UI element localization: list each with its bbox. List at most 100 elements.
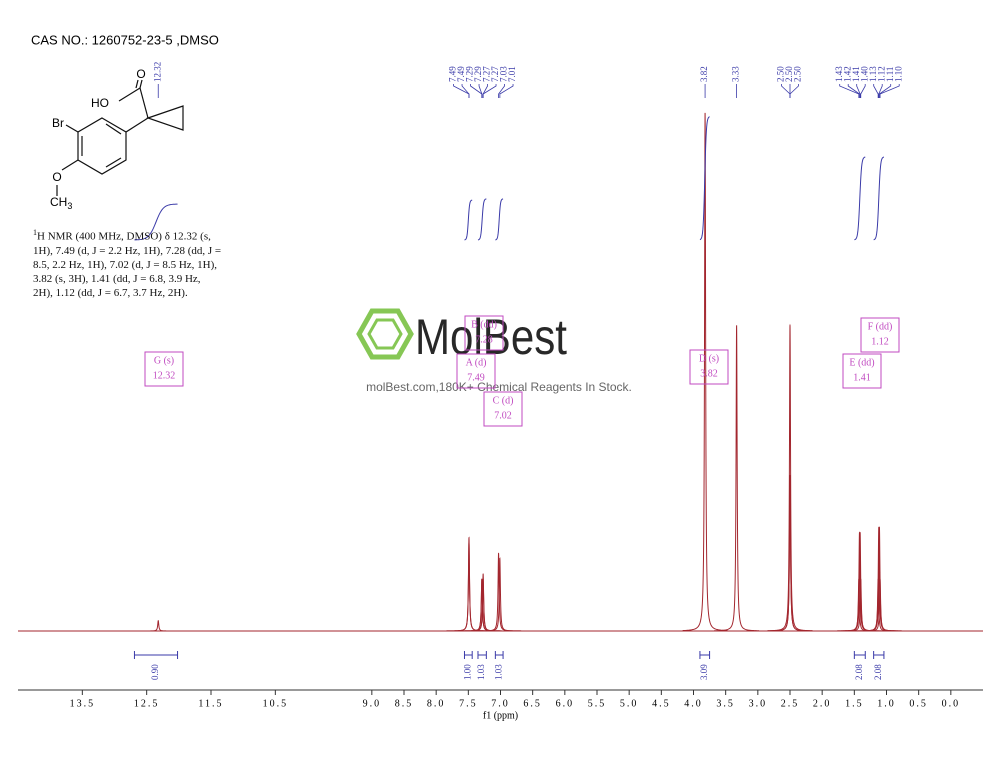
x-tick-label: 4.5 xyxy=(652,698,671,709)
integral-curve xyxy=(854,156,866,241)
annotation-shift: 7.02 xyxy=(494,410,512,421)
integral-bracket xyxy=(853,651,866,659)
annotation-shift: 1.12 xyxy=(871,336,889,347)
peak-label-leader xyxy=(873,84,879,98)
integral-bracket xyxy=(873,651,885,659)
integral-label: 1.00 xyxy=(462,664,472,680)
peak-label-leader xyxy=(781,84,791,98)
integral-curve xyxy=(699,116,710,241)
peak-label: 1.13 xyxy=(868,66,878,82)
annotation-shift: 12.32 xyxy=(153,370,176,381)
structure-label: CH3 xyxy=(50,195,72,211)
integral-label: 2.08 xyxy=(854,664,864,680)
peak-label: 3.82 xyxy=(699,66,709,82)
peak-label: 12.32 xyxy=(152,62,162,82)
page-title: CAS NO.: 1260752-23-5 ,DMSO xyxy=(31,32,219,47)
x-tick-label: 1.5 xyxy=(845,698,864,709)
watermark-brand: MolBest xyxy=(415,309,567,365)
x-tick-label: 10.5 xyxy=(263,698,289,709)
integral-curve xyxy=(134,203,178,241)
x-tick-label: 8.5 xyxy=(395,698,414,709)
structure-label: HO xyxy=(91,96,109,110)
structure-label: 3 xyxy=(67,201,72,211)
peak-label: 2.50 xyxy=(776,66,786,82)
watermark-tagline: molBest.com,180K+ Chemical Reagents In S… xyxy=(366,380,632,394)
peak-label: 7.49 xyxy=(456,66,466,82)
peak-label-leader xyxy=(789,84,799,98)
isotope: 1 xyxy=(33,228,37,237)
x-tick-label: 12.5 xyxy=(134,698,160,709)
peak-label-leader xyxy=(478,84,483,98)
integral-bracket xyxy=(477,651,487,659)
integral-curve xyxy=(873,156,885,241)
peak-label: 2.50 xyxy=(793,66,803,82)
description-text: H NMR (400 MHz, DMSO) δ 12.32 (s, 1H), 7… xyxy=(33,230,222,299)
annotation-box xyxy=(456,353,496,389)
peak-label: 1.40 xyxy=(859,66,869,82)
peak xyxy=(714,325,760,632)
integral-curve xyxy=(477,198,487,241)
peak-label: 7.29 xyxy=(473,66,483,82)
x-tick-label: 4.0 xyxy=(684,698,703,709)
annotation-shift: 7.49 xyxy=(467,372,485,383)
x-tick-label: 1.0 xyxy=(877,698,896,709)
peak-label-leader xyxy=(856,84,861,98)
peak-label: 1.41 xyxy=(851,66,861,82)
annotation-label: A (d) xyxy=(466,357,487,368)
annotation-shift: 7.28 xyxy=(475,334,493,345)
peak xyxy=(767,323,813,632)
peak-label: 7.27 xyxy=(490,66,500,82)
annotation-box xyxy=(144,351,184,387)
x-tick-label: 2.5 xyxy=(781,698,800,709)
annotation-label: G (s) xyxy=(154,355,174,366)
peak-label-leader xyxy=(482,84,488,98)
peak-label-leader xyxy=(847,84,860,98)
peak-label: 2.50 xyxy=(784,66,794,82)
peak-label-leader xyxy=(879,84,892,98)
integral-bracket xyxy=(494,651,504,659)
peak-label: 1.42 xyxy=(842,66,852,82)
peak-label: 1.43 xyxy=(834,66,844,82)
peak xyxy=(477,557,523,632)
x-tick-label: 2.0 xyxy=(813,698,832,709)
annotation-box xyxy=(689,349,729,385)
x-tick-label: 0.0 xyxy=(942,698,961,709)
peak-label-leader xyxy=(498,84,505,98)
structure-label: O xyxy=(52,170,61,184)
annotation-box xyxy=(464,315,504,351)
x-tick-label: 3.5 xyxy=(716,698,735,709)
annotation-label: C (d) xyxy=(493,395,514,406)
annotation-label: E (dd) xyxy=(849,357,874,368)
peak-label: 7.27 xyxy=(482,66,492,82)
x-tick-label: 13.5 xyxy=(70,698,96,709)
peak xyxy=(767,474,813,632)
structure-bonds xyxy=(56,79,184,196)
x-tick-label: 5.5 xyxy=(588,698,607,709)
peak-label: 1.12 xyxy=(876,66,886,82)
integral-label: 0.90 xyxy=(150,664,160,680)
annotation-box xyxy=(860,317,900,353)
peak-label-leader xyxy=(499,84,514,98)
x-tick-label: 0.5 xyxy=(909,698,928,709)
peak xyxy=(135,620,181,632)
peak-label: 7.01 xyxy=(507,66,517,82)
x-tick-label: 7.5 xyxy=(459,698,478,709)
integral-bracket xyxy=(699,651,711,659)
x-tick-label: 11.5 xyxy=(198,698,223,709)
integral-label: 1.03 xyxy=(476,664,486,680)
peak-label: 1.10 xyxy=(893,66,903,82)
integral-bracket xyxy=(463,651,473,659)
integral-label: 1.03 xyxy=(493,664,503,680)
peak xyxy=(682,112,728,632)
integral-curve xyxy=(464,199,473,241)
peak-label-leader xyxy=(879,84,900,98)
nmr-description: 1H NMR (400 MHz, DMSO) δ 12.32 (s, 1H), … xyxy=(33,226,223,300)
structure-label: CH xyxy=(50,195,67,209)
x-axis-label: f1 (ppm) xyxy=(483,710,518,721)
x-tick-label: 8.0 xyxy=(427,698,446,709)
watermark: MolBest molBest.com,180K+ Chemical Reage… xyxy=(356,308,632,394)
annotation-box xyxy=(842,353,882,389)
peak-label-leader xyxy=(860,84,866,98)
